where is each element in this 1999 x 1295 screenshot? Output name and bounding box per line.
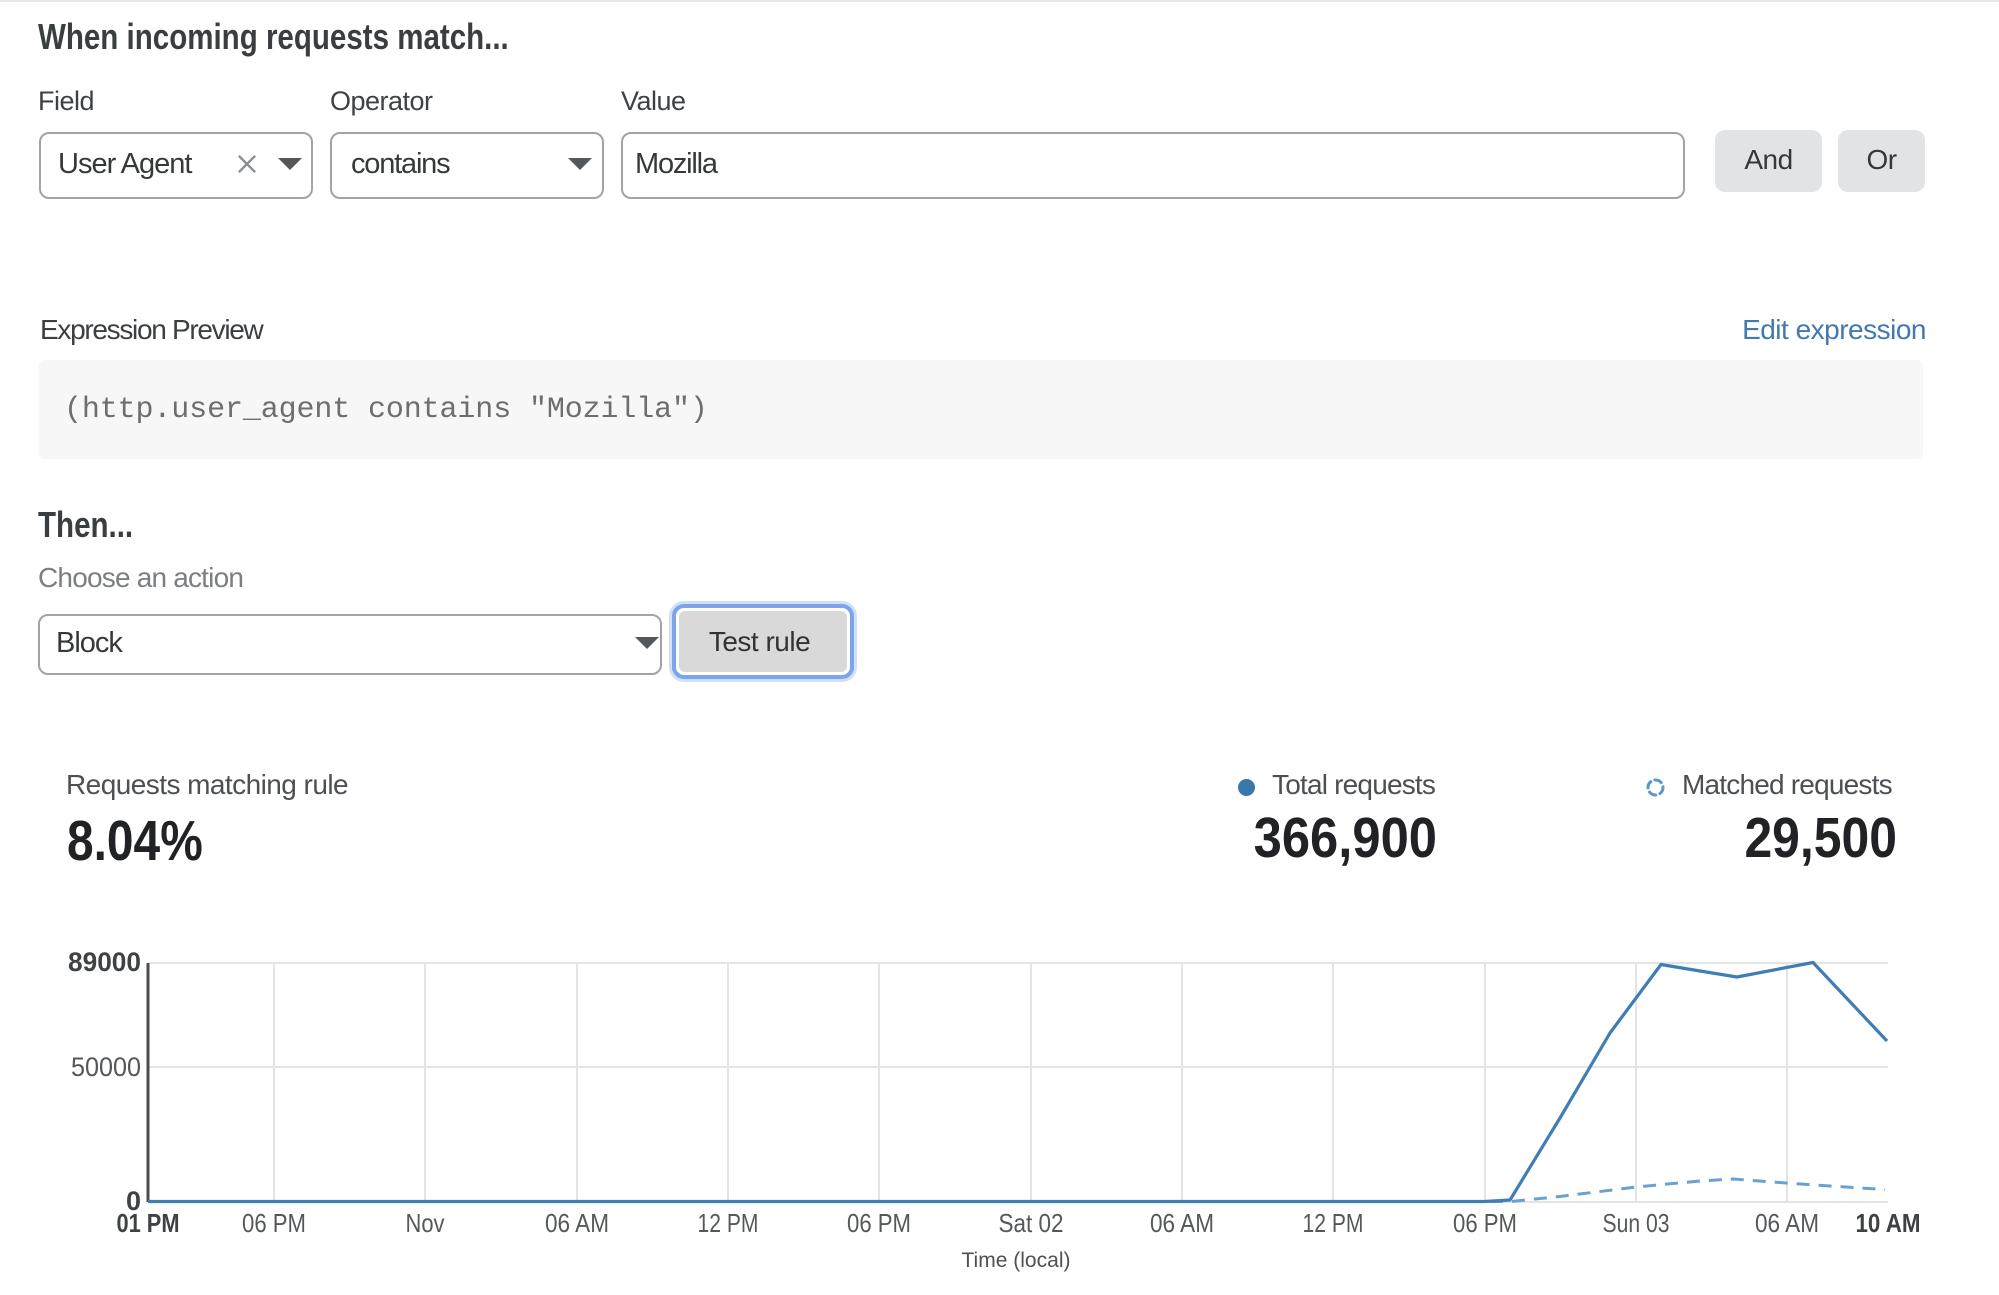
svg-text:12 PM: 12 PM [1303, 1208, 1364, 1238]
svg-text:Sun 03: Sun 03 [1603, 1208, 1670, 1238]
svg-text:12 PM: 12 PM [698, 1208, 759, 1238]
svg-text:Time (local): Time (local) [962, 1249, 1071, 1272]
svg-text:01 PM: 01 PM [117, 1208, 180, 1238]
svg-text:06 PM: 06 PM [242, 1208, 306, 1238]
svg-text:06 AM: 06 AM [545, 1208, 609, 1238]
svg-text:50000: 50000 [71, 1052, 141, 1082]
svg-text:06 PM: 06 PM [847, 1208, 911, 1238]
svg-text:06 AM: 06 AM [1755, 1208, 1819, 1238]
svg-text:06 PM: 06 PM [1453, 1208, 1517, 1238]
svg-text:Sat 02: Sat 02 [999, 1208, 1064, 1238]
svg-text:Nov: Nov [406, 1208, 445, 1238]
svg-text:06 AM: 06 AM [1150, 1208, 1214, 1238]
svg-text:89000: 89000 [68, 947, 141, 977]
svg-text:0: 0 [126, 1186, 141, 1216]
svg-text:10 AM: 10 AM [1856, 1208, 1921, 1238]
